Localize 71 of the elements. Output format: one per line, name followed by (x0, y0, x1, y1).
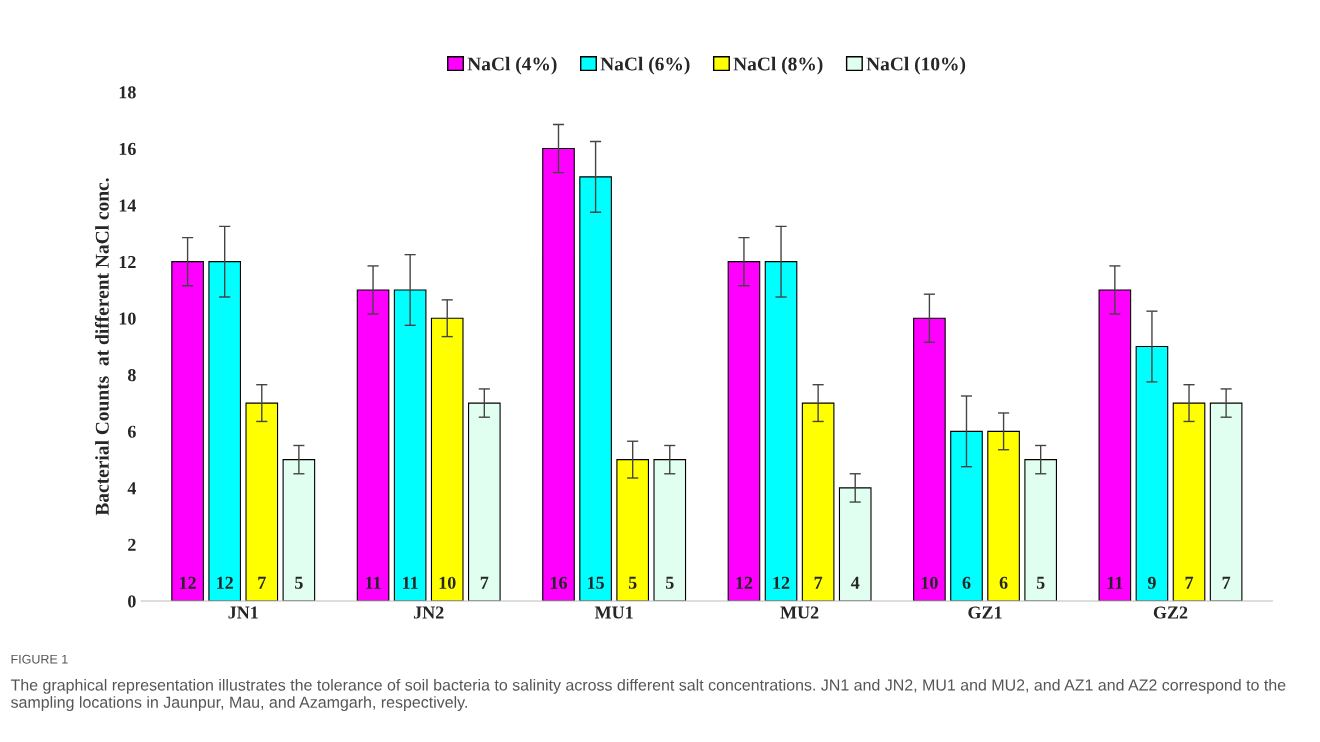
x-tick-label: GZ1 (968, 606, 1002, 619)
legend-label: NaCl (8%) (733, 56, 823, 75)
bar (430, 317, 464, 602)
data-label: 12 (773, 576, 790, 589)
data-label: 15 (588, 576, 604, 589)
text: The graphical representation illustrates the tolerance of soil bacteria to salinity across different salt concentrations. JN1 and JN2, MU1 and MU2, and AZ1 and AZ2 correspond to the sampling locations in Jaunpur, Mau, and Azamgarh, respectively. (10, 678, 1286, 712)
bar (282, 459, 316, 602)
caption: FIGURE 1 (11, 654, 68, 664)
y-axis-title: Bacterial Counts at different NaCl conc. (94, 178, 109, 516)
y-tick-label: 10 (119, 312, 136, 325)
data-label: 5 (295, 576, 303, 589)
y-tick-label: 2 (128, 538, 136, 551)
data-label: 5 (628, 576, 637, 589)
legend-label: NaCl (4%) (467, 56, 557, 75)
y-tick-label: 0 (128, 595, 136, 608)
y-tick-label: 4 (127, 482, 137, 495)
data-label: 12 (736, 576, 753, 589)
data-label: 16 (550, 576, 567, 589)
data-label: 7 (258, 576, 266, 589)
data-label: 10 (921, 576, 938, 589)
data-label: 5 (1036, 576, 1045, 589)
bar (764, 261, 798, 602)
legend-label: NaCl (10%) (866, 56, 966, 75)
bar (950, 430, 983, 602)
bar (653, 459, 687, 602)
data-label: 7 (1185, 576, 1194, 589)
bar (1098, 289, 1132, 602)
data-label: 10 (439, 576, 456, 589)
bar (245, 402, 279, 602)
bar (1172, 402, 1206, 602)
legend-label: NaCl (6%) (600, 56, 690, 75)
data-label: 12 (217, 576, 233, 589)
data-label: 5 (665, 576, 674, 589)
bar (171, 261, 204, 602)
y-tick-label: 16 (119, 142, 136, 156)
x-tick-label: GZ2 (1153, 606, 1188, 619)
bar (727, 261, 761, 602)
data-label: 11 (1107, 576, 1123, 589)
data-label: 6 (999, 576, 1008, 589)
bar (1209, 402, 1243, 602)
data-label: 9 (1147, 576, 1156, 589)
data-label: 6 (962, 576, 971, 589)
bar (616, 459, 649, 602)
bar (987, 430, 1020, 602)
data-label: 11 (365, 576, 381, 589)
bar (468, 402, 501, 602)
bar (801, 402, 835, 602)
data-label: 7 (1222, 576, 1231, 589)
bar (838, 487, 872, 602)
bar (208, 261, 242, 602)
bar (913, 317, 946, 602)
x-tick-label: JN2 (413, 606, 444, 619)
bar (1135, 345, 1169, 602)
data-label: 4 (850, 576, 860, 589)
bar (356, 289, 390, 602)
y-tick-label: 18 (119, 86, 136, 99)
bar (542, 148, 575, 602)
data-label: 11 (403, 576, 418, 589)
data-label: 12 (180, 576, 196, 589)
bar (579, 176, 612, 602)
y-tick-label: 14 (119, 199, 137, 212)
bar (1024, 459, 1057, 602)
data-label: 7 (480, 576, 489, 589)
data-label: 7 (814, 576, 823, 589)
x-tick-label: MU2 (780, 606, 819, 619)
y-tick-label: 6 (127, 425, 136, 438)
bar (393, 289, 427, 602)
x-tick-label: MU1 (594, 606, 633, 619)
y-tick-label: 8 (127, 369, 136, 382)
y-tick-label: 12 (119, 255, 136, 268)
x-tick-label: JN1 (228, 606, 258, 619)
